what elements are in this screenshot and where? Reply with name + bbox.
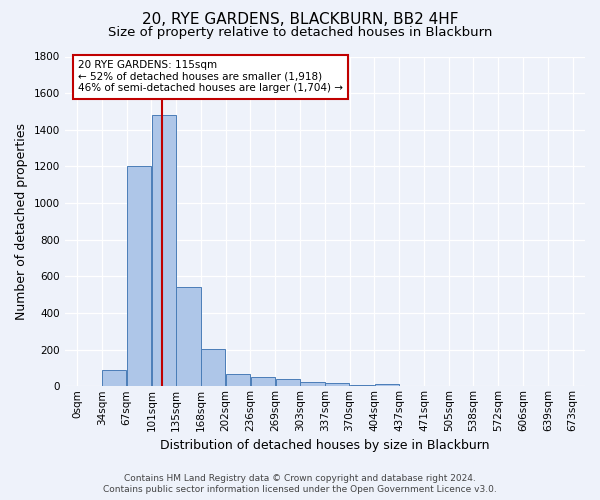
Text: 20 RYE GARDENS: 115sqm
← 52% of detached houses are smaller (1,918)
46% of semi-: 20 RYE GARDENS: 115sqm ← 52% of detached… (78, 60, 343, 94)
X-axis label: Distribution of detached houses by size in Blackburn: Distribution of detached houses by size … (160, 440, 490, 452)
Bar (226, 374, 250, 386)
Bar (374, 384, 399, 386)
Bar (127, 166, 151, 386)
Bar (301, 382, 325, 386)
Bar (325, 382, 349, 386)
Bar (152, 115, 176, 386)
Y-axis label: Number of detached properties: Number of detached properties (15, 123, 28, 320)
Bar (275, 379, 300, 386)
Bar (102, 370, 127, 386)
Text: Contains HM Land Registry data © Crown copyright and database right 2024.
Contai: Contains HM Land Registry data © Crown c… (103, 474, 497, 494)
Bar (251, 377, 275, 386)
Bar (176, 288, 200, 386)
Text: 20, RYE GARDENS, BLACKBURN, BB2 4HF: 20, RYE GARDENS, BLACKBURN, BB2 4HF (142, 12, 458, 28)
Bar (201, 348, 226, 387)
Text: Size of property relative to detached houses in Blackburn: Size of property relative to detached ho… (108, 26, 492, 39)
